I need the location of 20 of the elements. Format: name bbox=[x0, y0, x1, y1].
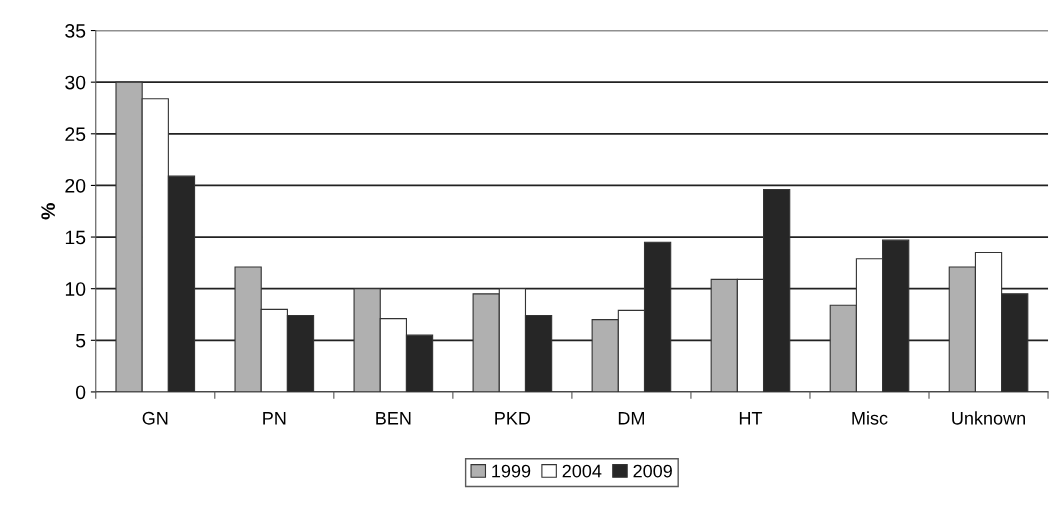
y-axis-title: % bbox=[41, 203, 55, 220]
x-tick-label: HT bbox=[739, 412, 763, 425]
x-tick-label: BEN bbox=[376, 412, 411, 425]
x-tick-label: PKD bbox=[495, 412, 531, 425]
x-tick-label: PN bbox=[263, 412, 286, 425]
x-tick-label: Misc bbox=[852, 411, 888, 425]
y-tick-label: 25 bbox=[65, 127, 86, 142]
y-tick-label: 10 bbox=[65, 282, 86, 296]
y-tick-label: 15 bbox=[65, 230, 86, 245]
y-tick-label: 0 bbox=[75, 385, 86, 400]
y-tick-label: 20 bbox=[65, 178, 86, 193]
legend-label: 2004 bbox=[562, 464, 602, 478]
x-tick-label: DM bbox=[618, 412, 644, 425]
y-tick-label: 5 bbox=[76, 333, 86, 348]
x-tick-label: GN bbox=[142, 411, 168, 425]
legend-label: 1999 bbox=[492, 464, 531, 478]
y-tick-label: 35 bbox=[65, 24, 86, 38]
y-tick-label: 30 bbox=[65, 75, 86, 90]
x-tick-label: Unknown bbox=[952, 411, 1025, 425]
legend-label: 2009 bbox=[633, 464, 672, 478]
